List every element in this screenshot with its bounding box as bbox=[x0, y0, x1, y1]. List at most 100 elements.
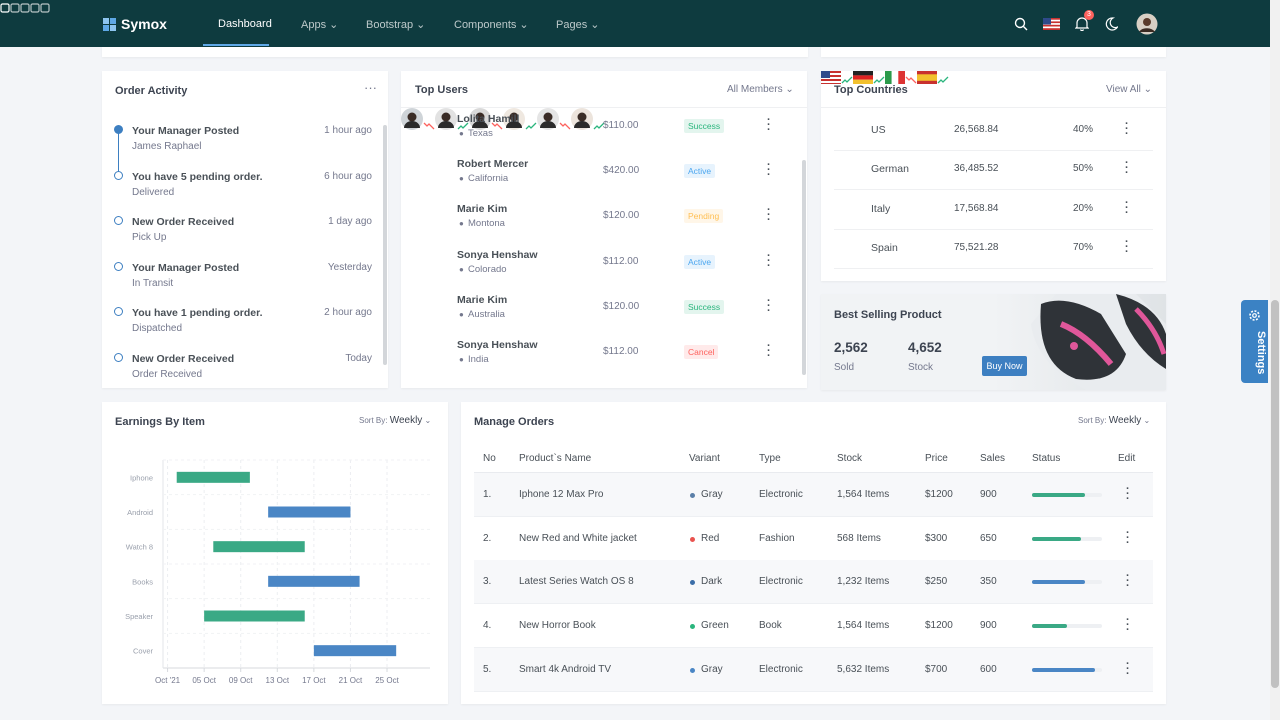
column-header: Edit bbox=[1118, 453, 1136, 464]
activity-title: Your Manager Posted bbox=[132, 261, 240, 274]
stat-value: 4,652 bbox=[908, 340, 942, 355]
icon-shape bbox=[40, 3, 50, 13]
settings-label: Settings bbox=[1255, 331, 1267, 375]
trend-icon bbox=[593, 122, 605, 130]
trend-icon bbox=[423, 122, 435, 130]
gear-icon bbox=[1249, 310, 1260, 321]
theme-toggle[interactable] bbox=[1105, 17, 1118, 31]
activity-time: 2 hour ago bbox=[324, 307, 372, 318]
row-menu[interactable]: · · · bbox=[767, 159, 771, 182]
nav-item[interactable]: Dashboard bbox=[218, 18, 272, 30]
settings-tab[interactable]: Settings bbox=[1241, 300, 1268, 383]
user-location: Montona bbox=[468, 218, 505, 230]
user-amount: $112.00 bbox=[603, 255, 639, 267]
country-amount: 75,521.28 bbox=[954, 241, 999, 253]
cell-price: $1200 bbox=[925, 489, 953, 500]
user-amount: $120.00 bbox=[603, 210, 640, 222]
cell-sales: 350 bbox=[980, 576, 997, 588]
card-remnant bbox=[821, 47, 1166, 57]
filter-label: All Members bbox=[727, 84, 783, 95]
cell-no: 1. bbox=[483, 489, 492, 500]
country-list: US 26,568.84 40% · · · German 36,485.52 50% · · · It… bbox=[821, 71, 1166, 281]
filter-dropdown[interactable]: View All ⌄ bbox=[1106, 84, 1153, 95]
row-menu[interactable]: · · · bbox=[767, 249, 771, 272]
row-menu[interactable]: · · · bbox=[1125, 157, 1129, 180]
nav-item[interactable]: Bootstrap ⌄ bbox=[366, 19, 426, 31]
trend-line bbox=[937, 76, 949, 84]
row-menu[interactable]: · · · bbox=[767, 204, 771, 227]
cell-price: $700 bbox=[925, 663, 948, 675]
country-name: Spain bbox=[871, 241, 898, 254]
user-amount: $120.00 bbox=[603, 300, 640, 312]
bell-icon[interactable] bbox=[1075, 16, 1089, 31]
user-avatar bbox=[435, 108, 457, 130]
row-menu[interactable]: · · · bbox=[767, 294, 771, 317]
trend-icon bbox=[559, 122, 571, 130]
cell-variant: Gray bbox=[701, 663, 723, 675]
activity-title: New Order Received bbox=[132, 216, 235, 228]
cell-no: 2. bbox=[483, 532, 492, 544]
x-tick-label: 25 Oct bbox=[375, 676, 399, 685]
range-bar bbox=[268, 575, 360, 587]
trend-line bbox=[423, 122, 435, 130]
row-menu[interactable]: · · · bbox=[1126, 570, 1130, 593]
search-icon[interactable] bbox=[1014, 17, 1028, 31]
buy-now-button[interactable]: Buy Now bbox=[982, 356, 1027, 376]
avatar-head bbox=[475, 112, 485, 122]
cell-variant: Dark bbox=[701, 576, 723, 588]
activity-time: 6 hour ago bbox=[324, 170, 372, 182]
row-menu[interactable]: · · · bbox=[1126, 526, 1130, 549]
scroll-thumb bbox=[802, 160, 806, 375]
activity-title: You have 5 pending order. bbox=[132, 170, 263, 183]
activity-title: You have 1 pending order. bbox=[132, 307, 263, 319]
row-menu[interactable]: · · · bbox=[1126, 657, 1130, 680]
row-menu[interactable]: · · · bbox=[1126, 483, 1130, 505]
orders-table: No Product`s Name Variant Type Stock Price Sal… bbox=[461, 402, 1166, 704]
row-menu[interactable]: · · · bbox=[1125, 235, 1129, 258]
x-tick-label: 17 Oct bbox=[302, 676, 326, 685]
pin-icon: ● bbox=[459, 219, 464, 229]
range-bar bbox=[213, 541, 305, 553]
cell-name: Smart 4k Android TV bbox=[519, 663, 612, 675]
row-menu[interactable]: · · · bbox=[767, 340, 771, 362]
trend-icon bbox=[525, 122, 537, 130]
row-menu[interactable]: · · · bbox=[1126, 614, 1130, 637]
user-name: Marie Kim bbox=[457, 203, 508, 216]
brand[interactable]: Symox bbox=[121, 16, 167, 32]
row-menu[interactable]: · · · bbox=[767, 114, 771, 136]
sort-dropdown[interactable]: Sort By: Weekly ⌄ bbox=[1078, 415, 1151, 426]
language-flag[interactable] bbox=[1043, 18, 1060, 30]
nav-item[interactable]: Components ⌄ bbox=[454, 19, 529, 31]
avatar-head bbox=[577, 112, 587, 122]
row-menu[interactable]: · · · bbox=[1125, 196, 1129, 219]
filter-label: View All bbox=[1106, 84, 1141, 95]
page-scrollbar bbox=[1270, 0, 1280, 720]
user-location: Colorado bbox=[468, 263, 507, 275]
user-location: India bbox=[468, 354, 489, 365]
trend-line bbox=[593, 122, 605, 130]
cell-sales: 900 bbox=[980, 489, 997, 500]
y-tick-label: Android bbox=[127, 508, 153, 517]
more-menu[interactable]: ··· bbox=[364, 80, 377, 95]
scroll-thumb bbox=[383, 125, 387, 365]
sort-value: Weekly bbox=[1108, 415, 1142, 426]
user-avatar bbox=[469, 108, 491, 130]
card-title: Manage Orders bbox=[474, 416, 555, 428]
sort-dropdown[interactable]: Sort By: Weekly ⌄ bbox=[359, 415, 432, 426]
filter-dropdown[interactable]: All Members ⌄ bbox=[727, 84, 794, 95]
nav-item[interactable]: Apps ⌄ bbox=[301, 19, 339, 31]
nav-item[interactable]: Pages ⌄ bbox=[556, 19, 600, 31]
user-list: Lolita Hamill ● Texas $110.00 Success · · · Robe… bbox=[401, 108, 799, 378]
order-activity-card: Order Activity ··· Your Manager Posted Ja… bbox=[102, 71, 388, 388]
progress-bar bbox=[1032, 624, 1067, 629]
trend-line bbox=[457, 122, 469, 130]
avatar-head bbox=[407, 112, 417, 122]
cell-stock: 1,564 Items bbox=[837, 620, 890, 632]
cell-type: Book bbox=[759, 620, 782, 632]
row-divider bbox=[834, 150, 1153, 151]
row-menu[interactable]: · · · bbox=[1125, 118, 1129, 140]
column-header: Status bbox=[1032, 453, 1061, 464]
user-avatar[interactable] bbox=[1136, 13, 1158, 35]
activity-time: 1 hour ago bbox=[324, 125, 372, 136]
status-badge: Pending bbox=[684, 209, 724, 224]
